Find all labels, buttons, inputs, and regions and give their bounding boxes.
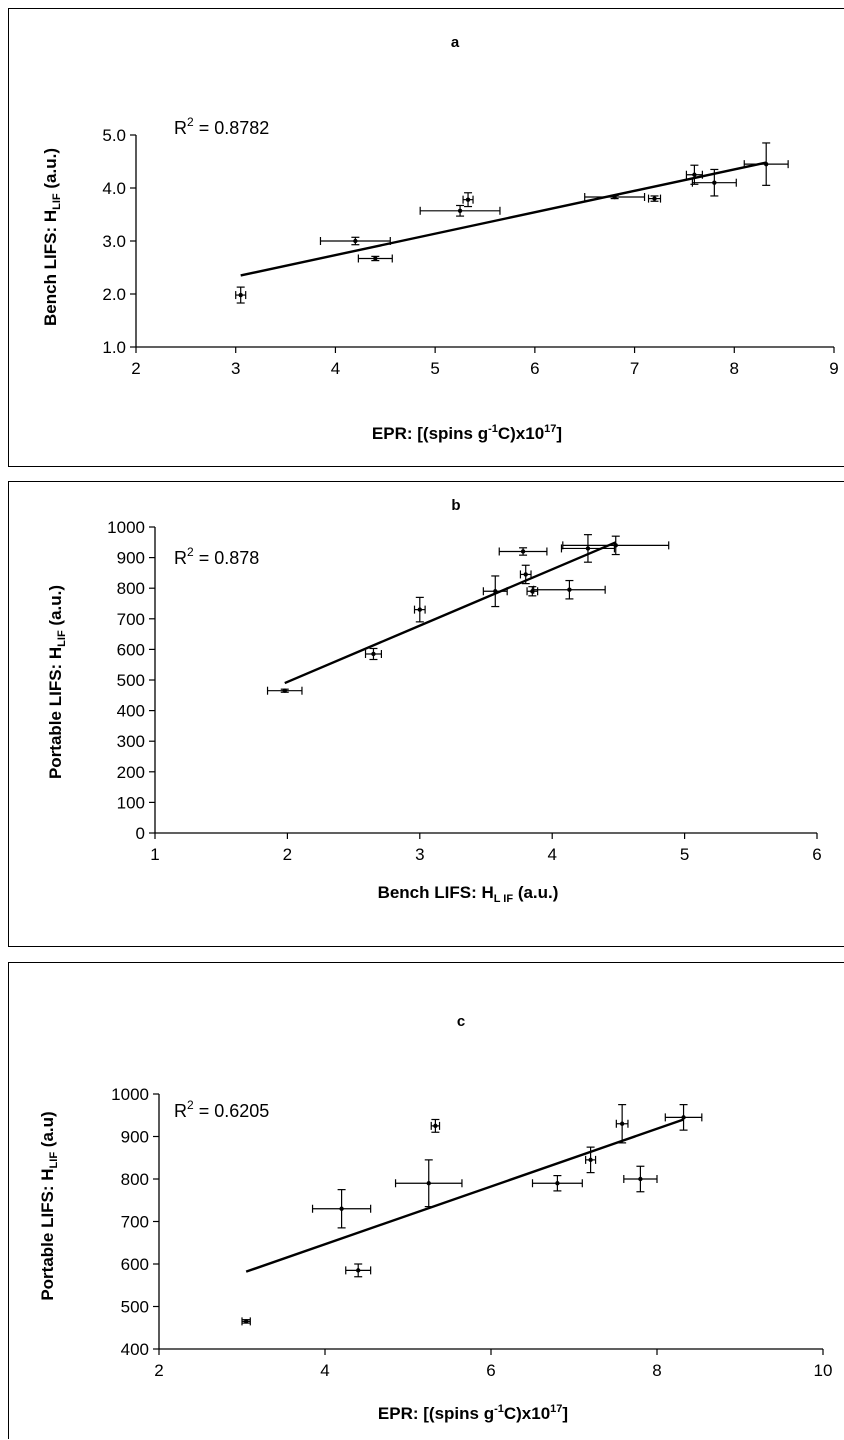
chart-c-data-point [339, 1206, 344, 1211]
chart-c-data-point [588, 1157, 593, 1163]
chart-b-x-label: Bench LIFS: HL IF (a.u.) [378, 883, 559, 905]
chart-c-data-point [619, 1121, 625, 1126]
chart-a-trendline [240, 161, 767, 277]
chart-b-data-point [493, 589, 498, 594]
chart-a-r2-label: R2 = 0.8782 [174, 115, 269, 138]
chart-b-data-point [417, 607, 422, 612]
chart-panel-b: b 0 100 200 300 400 500 600 700 800 900 1000 1 2 3 4 5 6 B… [8, 481, 844, 947]
chart-c-svg: c 400 500 600 700 800 900 1000 2 4 6 8 10 EPR: [(spin… [38, 1013, 833, 1423]
chart-b-y-tick-label: 900 [117, 549, 145, 568]
chart-c-y-tick-label: 400 [121, 1340, 149, 1359]
chart-b-y-tick-label: 200 [117, 763, 145, 782]
chart-b-x-tick-label: 2 [283, 845, 292, 864]
chart-a-y-tick-label: 1.0 [102, 338, 126, 357]
chart-b-x-tick-label: 1 [150, 845, 159, 864]
chart-c-trendline [245, 1118, 684, 1273]
chart-b-data-point [585, 546, 591, 551]
chart-a-x-tick-label: 7 [630, 359, 639, 378]
chart-c-data-point [681, 1115, 686, 1120]
chart-a-title: a [451, 34, 460, 51]
chart-b-x-tick-label: 4 [547, 845, 556, 864]
chart-b-x-tick-label: 5 [680, 845, 689, 864]
chart-a-data-point [353, 238, 358, 244]
chart-c-x-label: EPR: [(spins g-1C)x1017] [378, 1403, 568, 1423]
chart-a-data-point [652, 196, 657, 201]
chart-c-y-label: Portable LIFS: HLIF (a.u) [38, 1111, 60, 1300]
chart-b-y-tick-label: 0 [136, 824, 145, 843]
chart-b-data-point [613, 543, 618, 548]
chart-c-y-tick-label: 1000 [111, 1085, 149, 1104]
chart-a-x-tick-label: 6 [530, 359, 539, 378]
chart-a-data-point [457, 208, 463, 213]
chart-b-trendline [284, 541, 617, 685]
chart-c-y-tick-label: 600 [121, 1255, 149, 1274]
chart-a-x-tick-label: 2 [131, 359, 140, 378]
chart-b-y-tick-label: 700 [117, 610, 145, 629]
chart-a-data-point [763, 161, 769, 167]
chart-c-data-point [555, 1181, 560, 1186]
chart-b-y-tick-label: 300 [117, 732, 145, 751]
chart-b-x-tick-label: 3 [415, 845, 424, 864]
chart-b-y-tick-label: 1000 [107, 518, 145, 537]
chart-b-y-tick-label: 800 [117, 579, 145, 598]
chart-c-data-point [433, 1123, 438, 1129]
chart-a-x-tick-label: 4 [331, 359, 340, 378]
chart-a-x-tick-label: 5 [430, 359, 439, 378]
chart-a-y-tick-label: 2.0 [102, 285, 126, 304]
chart-b-data-point [282, 688, 287, 693]
chart-b-title: b [451, 497, 460, 514]
chart-a-y-tick-label: 4.0 [102, 179, 126, 198]
chart-b-data-point [523, 572, 528, 577]
chart-a-x-tick-label: 9 [829, 359, 838, 378]
chart-a-x-tick-label: 3 [231, 359, 240, 378]
chart-c-data-point [356, 1268, 361, 1273]
chart-b-y-tick-label: 100 [117, 793, 145, 812]
chart-a-svg: a 1.0 2.0 3.0 4.0 5.0 2 3 4 5 6 7 8 9 EPR: [(spins g-1… [41, 34, 839, 443]
chart-c-x-tick-label: 10 [814, 1361, 833, 1380]
chart-c-y-tick-label: 900 [121, 1128, 149, 1147]
chart-b-y-tick-label: 500 [117, 671, 145, 690]
chart-a-data-point [238, 292, 243, 298]
chart-b-y-tick-label: 400 [117, 702, 145, 721]
chart-a-y-tick-label: 5.0 [102, 126, 126, 145]
chart-c-x-tick-label: 6 [486, 1361, 495, 1380]
chart-a-data-point [465, 197, 471, 202]
chart-panel-c: c 400 500 600 700 800 900 1000 2 4 6 8 10 EPR: [(spin… [8, 962, 844, 1439]
chart-c-x-tick-label: 2 [154, 1361, 163, 1380]
chart-c-y-tick-label: 700 [121, 1213, 149, 1232]
chart-b-y-tick-label: 600 [117, 640, 145, 659]
chart-b-x-tick-label: 6 [812, 845, 821, 864]
chart-b-data-point [520, 549, 526, 554]
chart-c-data-point [243, 1319, 249, 1324]
chart-a-data-point [373, 256, 378, 261]
chart-c-x-tick-label: 8 [652, 1361, 661, 1380]
chart-b-r2-label: R2 = 0.878 [174, 545, 259, 568]
chart-panel-a: a 1.0 2.0 3.0 4.0 5.0 2 3 4 5 6 7 8 9 EPR: [(spins g-1… [8, 8, 844, 467]
chart-c-y-tick-label: 800 [121, 1170, 149, 1189]
chart-c-x-tick-label: 4 [320, 1361, 329, 1380]
chart-c-title: c [457, 1013, 465, 1030]
chart-c-y-tick-label: 500 [121, 1298, 149, 1317]
chart-a-x-tick-label: 8 [730, 359, 739, 378]
chart-c-r2-label: R2 = 0.6205 [174, 1098, 269, 1121]
chart-a-y-tick-label: 3.0 [102, 232, 126, 251]
chart-b-data-point [567, 587, 572, 592]
chart-c-data-point [638, 1176, 643, 1182]
chart-a-data-point [692, 172, 697, 177]
chart-a-x-label: EPR: [(spins g-1C)x1017] [372, 423, 562, 443]
chart-a-data-point [612, 194, 617, 200]
chart-a-data-point [712, 180, 717, 185]
chart-b-y-label: Portable LIFS: HLIF (a.u.) [46, 585, 68, 779]
chart-a-y-label: Bench LIFS: HLIF (a.u.) [41, 148, 63, 326]
chart-b-svg: b 0 100 200 300 400 500 600 700 800 900 1000 1 2 3 4 5 6 B… [46, 497, 822, 905]
chart-c-data-point [426, 1181, 431, 1186]
chart-b-data-point [371, 651, 376, 657]
